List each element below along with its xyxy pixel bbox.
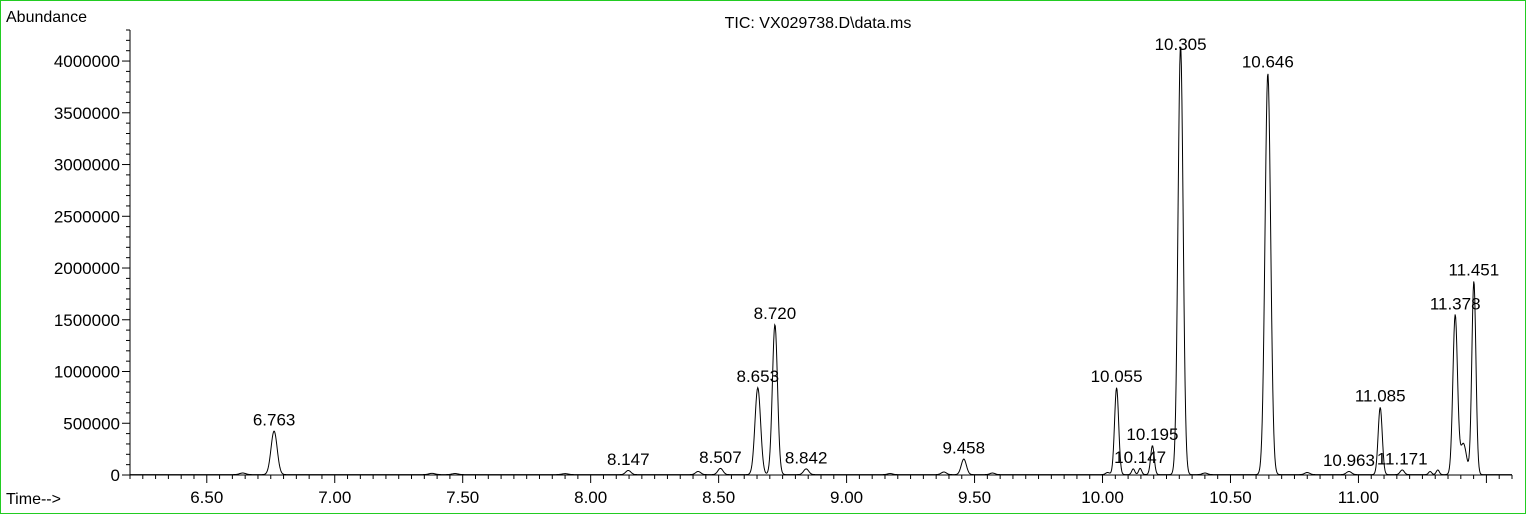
y-tick-label: 3000000 bbox=[54, 156, 120, 175]
x-ticks: 6.50 7.00 7.50 8.00 8.50 9.00 9.50 10.00 10.50 11… bbox=[129, 475, 1513, 507]
x-tick-label: 9.00 bbox=[830, 488, 863, 507]
peak-label: 11.171 bbox=[1377, 449, 1428, 468]
x-tick-label: 9.50 bbox=[958, 488, 991, 507]
peak-label: 10.055 bbox=[1091, 367, 1143, 386]
peak-label: 11.085 bbox=[1355, 387, 1406, 406]
y-tick-label: 500000 bbox=[63, 414, 120, 433]
axes bbox=[129, 30, 1512, 476]
x-tick-label: 10.50 bbox=[1209, 488, 1252, 507]
peak-label: 10.195 bbox=[1126, 425, 1178, 444]
peak-labels: 6.763 8.147 8.507 8.653 8.720 8.842 9.458 10.05… bbox=[253, 35, 1499, 470]
chart-title: TIC: VX029738.D\data.ms bbox=[725, 15, 912, 32]
x-tick-label: 6.50 bbox=[190, 488, 223, 507]
y-tick-label: 4000000 bbox=[54, 52, 120, 71]
peak-label: 6.763 bbox=[253, 411, 296, 430]
peak-label: 10.147 bbox=[1114, 448, 1166, 467]
x-tick-label: 11.00 bbox=[1338, 488, 1379, 507]
y-tick-label: 0 bbox=[111, 466, 120, 485]
y-tick-label: 1500000 bbox=[54, 311, 120, 330]
x-tick-label: 8.50 bbox=[702, 488, 735, 507]
peak-label: 8.147 bbox=[607, 450, 650, 469]
peak-label: 8.653 bbox=[737, 367, 780, 386]
peak-label: 8.507 bbox=[699, 448, 742, 467]
x-axis-label: Time--> bbox=[6, 491, 61, 508]
x-tick-label: 10.00 bbox=[1081, 488, 1124, 507]
x-tick-label: 8.00 bbox=[574, 488, 607, 507]
x-tick-label: 7.50 bbox=[446, 488, 479, 507]
peak-label: 8.720 bbox=[754, 304, 797, 323]
peak-label: 11.451 bbox=[1448, 260, 1499, 279]
y-tick-label: 2000000 bbox=[54, 259, 120, 278]
y-ticks: 0 500000 1000000 1500000 2000000 2500000 30000… bbox=[54, 29, 130, 485]
y-tick-label: 3500000 bbox=[54, 104, 120, 123]
peak-label: 9.458 bbox=[943, 438, 986, 457]
x-tick-label: 7.00 bbox=[318, 488, 351, 507]
peak-label: 8.842 bbox=[785, 448, 828, 467]
y-axis-label: Abundance bbox=[6, 9, 87, 26]
y-tick-label: 1000000 bbox=[54, 363, 120, 382]
tic-trace-line bbox=[130, 46, 1512, 476]
peak-label: 10.963 bbox=[1323, 451, 1375, 470]
peak-label: 11.378 bbox=[1430, 295, 1481, 314]
y-tick-label: 2500000 bbox=[54, 207, 120, 226]
peak-label: 10.305 bbox=[1155, 35, 1207, 54]
peak-label: 10.646 bbox=[1242, 52, 1294, 71]
